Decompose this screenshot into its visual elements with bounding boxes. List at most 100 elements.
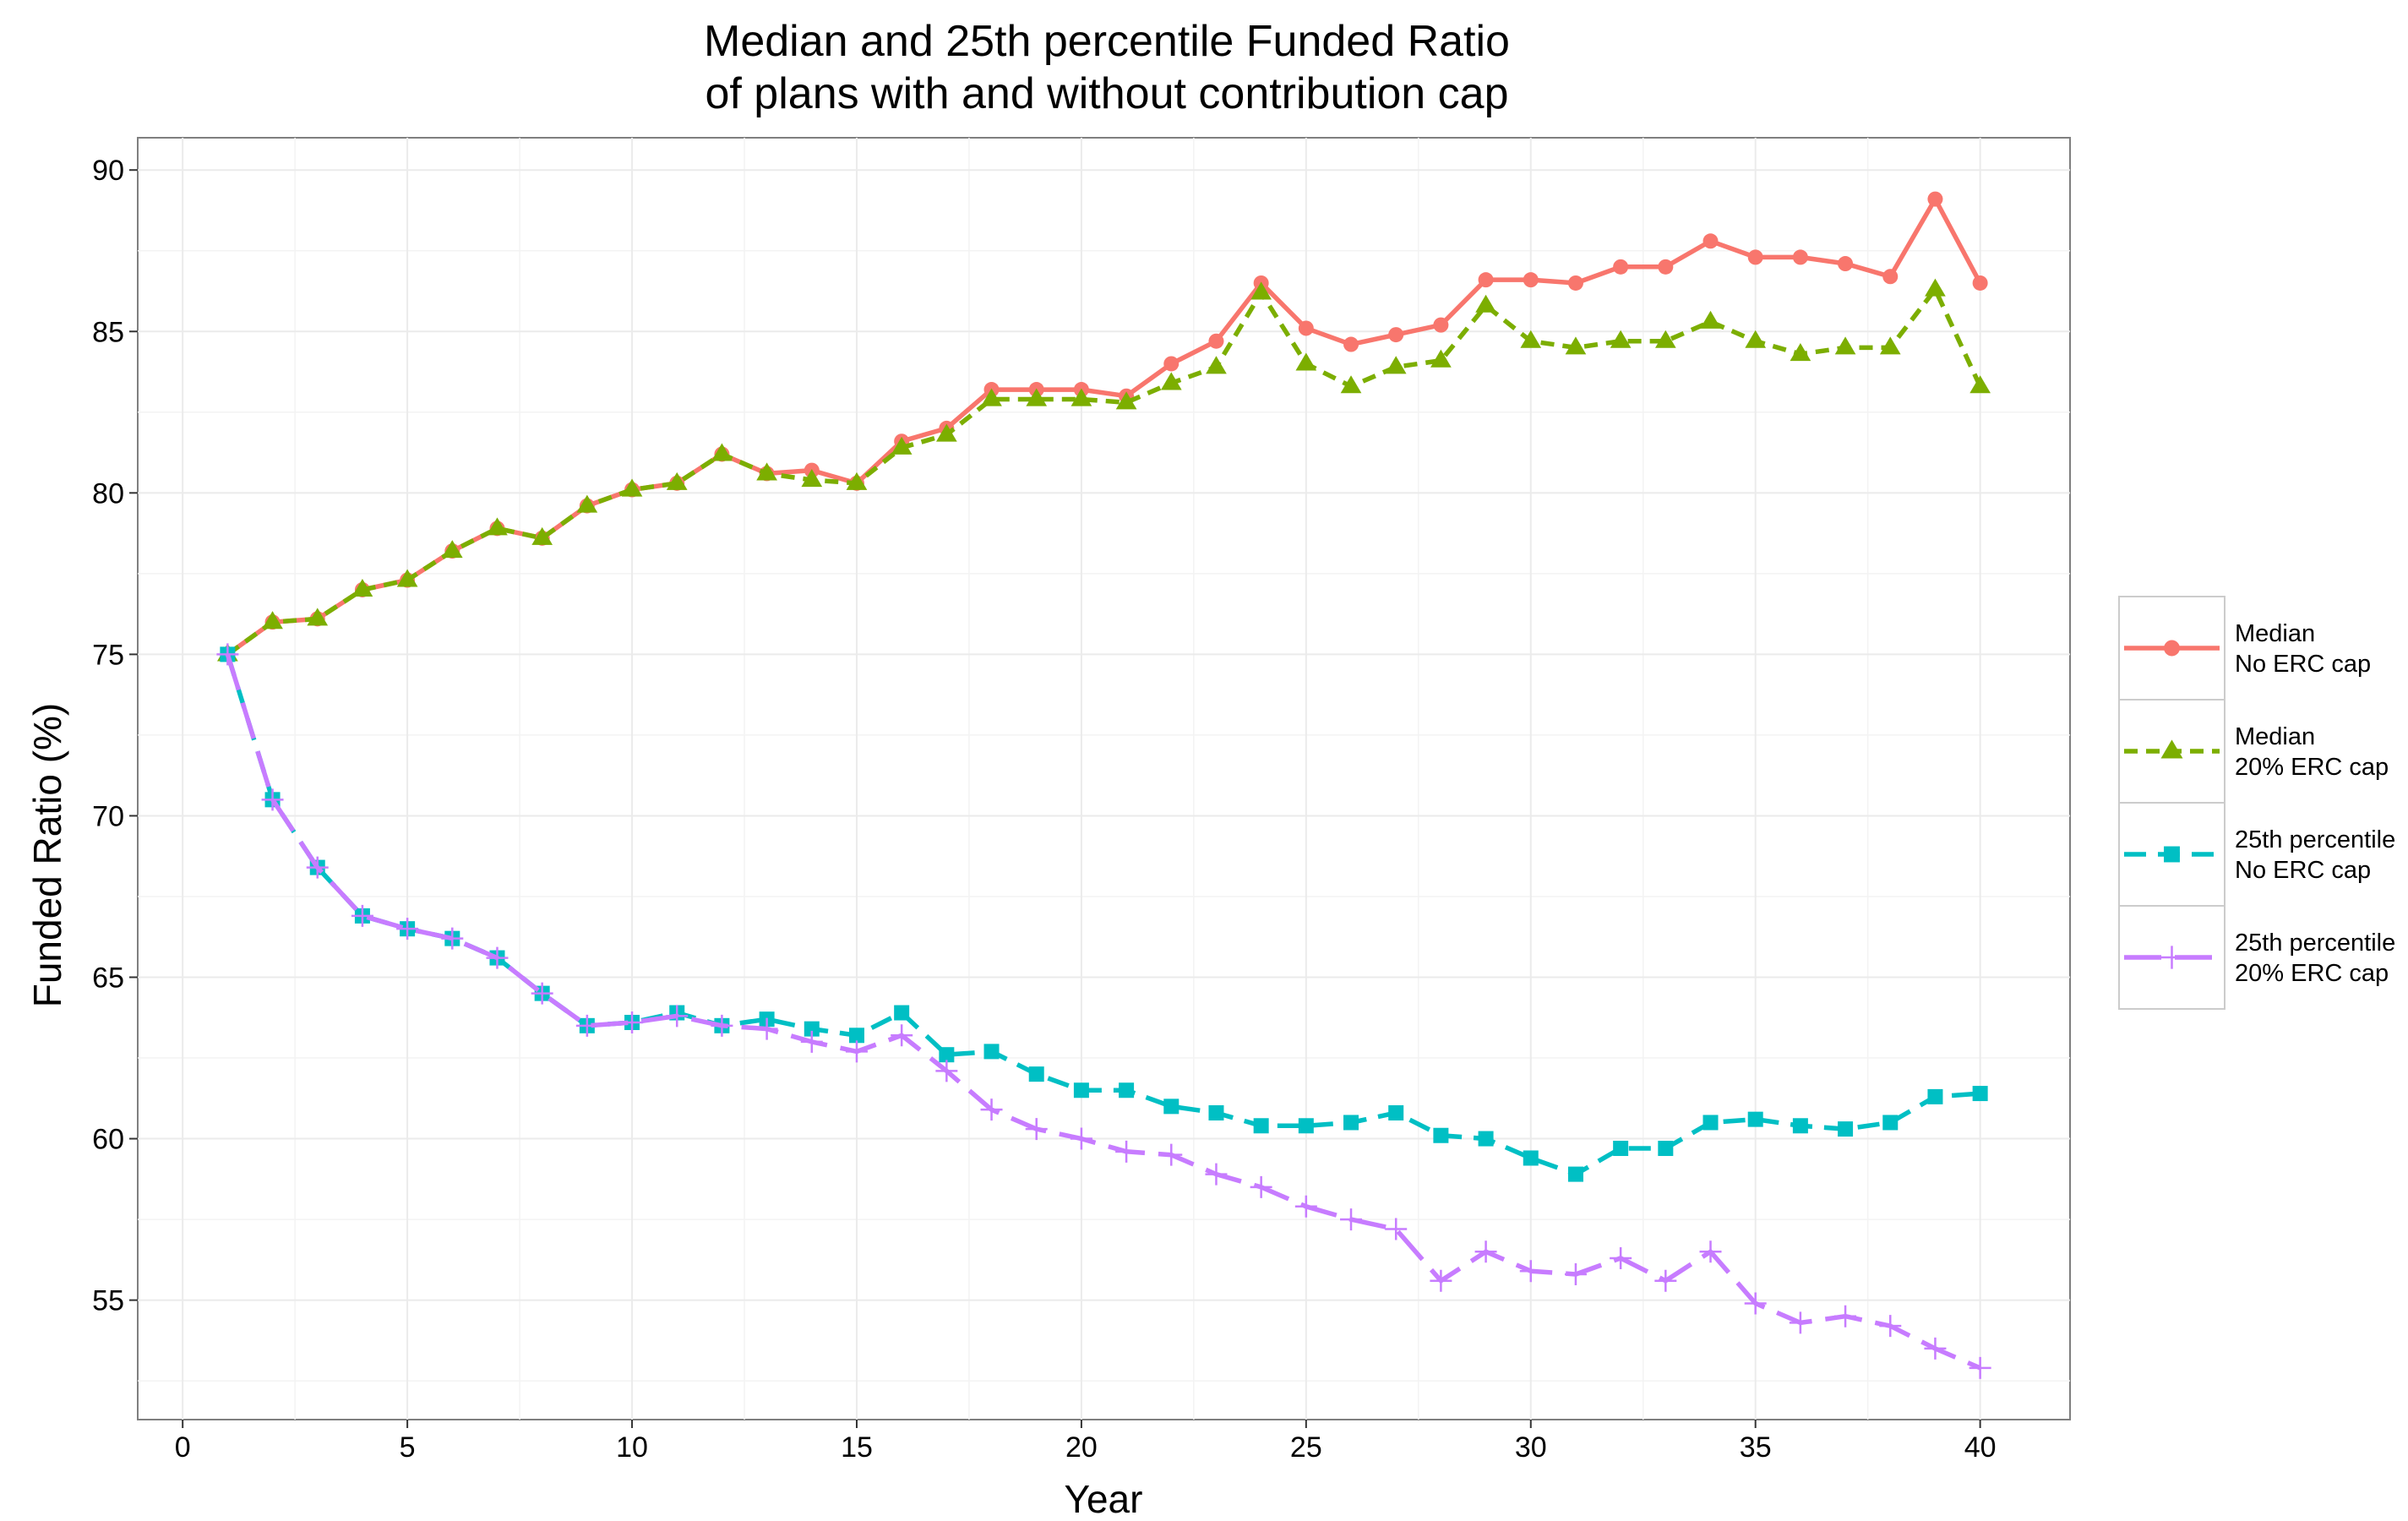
legend-label-1-line-2: No ERC cap (2235, 651, 2371, 678)
series-4-point (980, 1098, 1003, 1121)
y-tick-label: 80 (92, 477, 124, 510)
series-2-point (307, 608, 329, 626)
series-2-point (1071, 388, 1092, 406)
series-3-point (1658, 1141, 1674, 1157)
series-2-point (1790, 343, 1811, 362)
y-tick-label: 60 (92, 1124, 124, 1156)
series-4-point (1610, 1246, 1632, 1269)
series-3-point (1702, 1115, 1719, 1131)
series-2 (217, 278, 1991, 662)
legend-label-1-line-1: Median (2235, 620, 2315, 647)
series-2-point (1250, 281, 1272, 300)
series-2-point (1115, 391, 1137, 410)
series-4-point (1340, 1208, 1363, 1231)
series-1-point (1567, 275, 1583, 291)
series-3-point (1838, 1121, 1854, 1137)
series-3-point (848, 1028, 864, 1044)
series-2-point (666, 472, 688, 490)
legend-label-3-line-1: 25th percentile (2235, 826, 2395, 853)
plot-panel (137, 137, 2071, 1420)
series-4-point (755, 1017, 778, 1040)
y-tick-label: 65 (92, 962, 124, 995)
series-1-point (1613, 259, 1629, 275)
legend-key-marker-1 (2164, 640, 2180, 657)
series-2-point (1565, 336, 1587, 355)
series-3-point (1523, 1150, 1539, 1166)
y-tick-label: 90 (92, 155, 124, 187)
series-4-point (531, 982, 553, 1005)
series-4-point (1115, 1140, 1138, 1163)
x-tick-label: 10 (616, 1431, 648, 1464)
series-2-point (1610, 330, 1632, 348)
legend: Median No ERC cap Median 20% ERC cap 25th pe… (2118, 596, 2395, 1010)
series-4-point (1789, 1311, 1811, 1334)
series-3-point (939, 1047, 955, 1063)
series-3-point (1433, 1127, 1449, 1143)
series-4 (216, 643, 1991, 1379)
series-3-point (1343, 1115, 1359, 1131)
x-tick-label: 30 (1515, 1431, 1547, 1464)
legend-label-2-line-2: 20% ERC cap (2235, 754, 2389, 781)
series-4-point (351, 904, 373, 927)
series-2-point (1925, 278, 1946, 297)
series-1-point (1298, 320, 1314, 336)
series-4-point (441, 927, 464, 950)
series-1-point (1343, 336, 1359, 352)
grid-lines (138, 138, 2070, 1420)
y-axis-title: Funded Ratio (%) (25, 703, 69, 1008)
series-4-point (1834, 1305, 1857, 1327)
x-tick-label: 40 (1964, 1431, 1997, 1464)
series-4-point (1879, 1315, 1902, 1338)
series-4-point (666, 1005, 689, 1028)
series-1-point (1838, 256, 1854, 272)
series-3-point (1388, 1104, 1404, 1120)
series-1-point (1747, 249, 1763, 265)
x-tick-label: 25 (1290, 1431, 1322, 1464)
series-2-point (531, 526, 553, 545)
series-4-point (396, 918, 419, 940)
series-line-4 (225, 653, 1981, 1371)
x-tick-label: 5 (400, 1431, 416, 1464)
legend-label-3-line-2: No ERC cap (2235, 857, 2371, 884)
series-3-point (1253, 1118, 1269, 1134)
series-2-point (1475, 294, 1496, 313)
chart-title-line-2: of plans with and without contribution c… (705, 69, 1508, 118)
series-4-point (1474, 1240, 1497, 1263)
legend-key-marker-3 (2164, 846, 2180, 863)
series-layer (216, 191, 1991, 1379)
series-4-point (800, 1030, 823, 1053)
series-4-point (1025, 1118, 1048, 1141)
series-3-point (1613, 1141, 1629, 1157)
series-2-point (396, 569, 418, 587)
series-2-point (711, 443, 733, 461)
series-4-point (1519, 1260, 1542, 1283)
series-1-point (1388, 327, 1404, 343)
series-4-point (1385, 1218, 1408, 1240)
legend-label-4-line-1: 25th percentile (2235, 930, 2395, 957)
series-1-point (1972, 275, 1988, 291)
series-3-point (1119, 1082, 1135, 1098)
series-2-point (262, 611, 283, 630)
series-1-point (1927, 191, 1943, 207)
series-3-point (1028, 1066, 1044, 1082)
series-2-point (441, 540, 463, 559)
series-4-point (1924, 1337, 1947, 1360)
series-1-point (1523, 272, 1539, 288)
series-4-point (575, 1014, 598, 1037)
series-4-point (1430, 1269, 1452, 1292)
series-2-point (801, 469, 823, 488)
y-tick-label: 70 (92, 800, 124, 832)
series-2-point (1879, 336, 1901, 355)
series-2-point (1340, 375, 1362, 394)
series-3-point (1927, 1088, 1943, 1104)
series-4-point (621, 1011, 644, 1033)
series-2-point (1654, 330, 1676, 348)
series-4-point (1699, 1240, 1722, 1263)
chart-title-line-1: Median and 25th percentile Funded Ratio (704, 17, 1510, 66)
x-axis-title: Year (1065, 1477, 1143, 1521)
series-4-point (1744, 1292, 1767, 1315)
series-1-point (1208, 333, 1224, 349)
series-4-point (216, 643, 239, 666)
series-3-point (1478, 1131, 1494, 1147)
